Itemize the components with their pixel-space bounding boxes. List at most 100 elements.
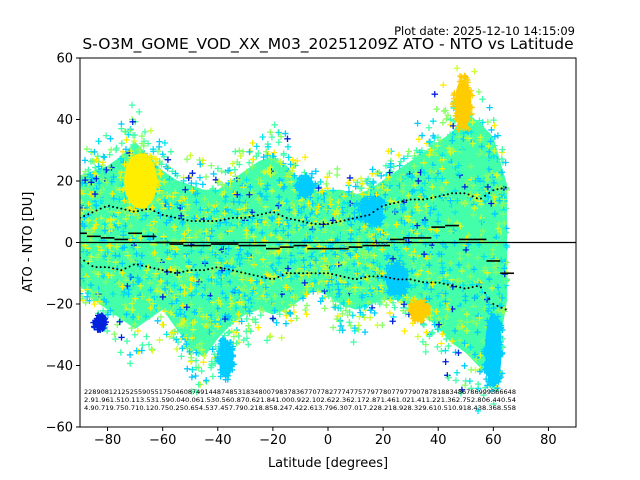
scatter-point — [150, 301, 158, 309]
scatter-point — [243, 335, 251, 342]
scatter-point — [126, 273, 134, 280]
scatter-point — [266, 297, 274, 304]
scatter-point — [497, 252, 504, 259]
scatter-point — [412, 261, 420, 269]
scatter-point — [280, 227, 287, 234]
scatter-point — [471, 204, 478, 212]
scatter-point — [280, 183, 288, 191]
scatter-point — [347, 221, 355, 229]
scatter-point — [376, 232, 383, 240]
scatter-point — [489, 192, 496, 199]
std-lower-marker — [83, 259, 86, 262]
scatter-point — [476, 314, 483, 322]
scatter-point — [472, 298, 480, 305]
std-lower-marker — [384, 275, 387, 278]
scatter-point — [81, 222, 88, 230]
scatter-point — [284, 232, 292, 239]
scatter-point — [146, 236, 154, 243]
scatter-point — [225, 329, 232, 337]
scatter-point — [334, 165, 341, 173]
scatter-point — [479, 293, 487, 301]
scatter-point — [223, 349, 230, 356]
scatter-point — [385, 148, 392, 155]
scatter-point — [177, 212, 185, 219]
scatter-point — [224, 376, 231, 383]
scatter-point — [81, 201, 89, 208]
scatter-point — [201, 258, 209, 265]
scatter-point — [157, 212, 164, 220]
std-upper-marker — [107, 204, 110, 207]
scatter-point — [335, 290, 343, 298]
scatter-point — [297, 185, 304, 192]
scatter-point — [112, 258, 119, 266]
scatter-point — [404, 268, 411, 275]
scatter-point — [366, 182, 374, 189]
stats-row: 4.90.719.750.710.120.750.250.654.537.457… — [84, 405, 516, 412]
scatter-point — [235, 310, 242, 318]
scatter-point — [323, 206, 330, 213]
scatter-point — [255, 206, 262, 214]
scatter-point — [477, 334, 484, 342]
scatter-point — [455, 325, 463, 332]
scatter-point — [121, 197, 128, 204]
scatter-point — [260, 301, 268, 309]
scatter-point — [237, 152, 244, 160]
std-lower-marker — [248, 273, 251, 276]
scatter-point — [246, 148, 253, 156]
scatter-point — [409, 310, 416, 317]
scatter-point — [154, 221, 162, 228]
scatter-point — [420, 250, 428, 258]
scatter-point — [494, 225, 502, 232]
scatter-point — [408, 174, 416, 181]
scatter-point — [91, 300, 98, 308]
scatter-point — [411, 154, 419, 162]
scatter-point — [187, 285, 194, 293]
y-tick-label: −60 — [46, 421, 73, 436]
scatter-point — [279, 200, 287, 207]
scatter-point — [333, 315, 341, 323]
scatter-point — [469, 118, 476, 126]
std-upper-marker — [236, 216, 239, 219]
scatter-point — [282, 130, 289, 137]
scatter-point — [212, 200, 220, 207]
scatter-point — [284, 135, 291, 143]
scatter-point — [131, 131, 139, 139]
scatter-point — [378, 188, 386, 196]
scatter-point — [197, 161, 204, 168]
scatter-point — [463, 82, 470, 89]
scatter-point — [88, 174, 96, 181]
scatter-point — [112, 335, 119, 343]
scatter-point — [229, 184, 237, 191]
scatter-point — [327, 233, 334, 240]
scatter-point — [86, 207, 94, 215]
scatter-point — [369, 166, 376, 173]
scatter-point — [323, 271, 330, 278]
scatter-point — [274, 157, 281, 165]
scatter-point — [93, 175, 100, 182]
scatter-point — [475, 88, 483, 96]
scatter-point — [450, 103, 457, 110]
std-lower-marker — [298, 272, 301, 275]
chart-title: S-O3M_GOME_VOD_XX_M03_20251209Z ATO - NT… — [82, 35, 573, 54]
scatter-point — [490, 361, 497, 368]
x-tick-label: 20 — [375, 433, 392, 448]
scatter-point — [271, 121, 278, 129]
scatter-point — [381, 295, 388, 302]
scatter-point — [169, 168, 176, 175]
scatter-point — [354, 235, 362, 242]
scatter-point — [498, 294, 506, 302]
scatter-point — [497, 339, 504, 346]
std-lower-marker — [95, 266, 98, 269]
std-upper-marker — [479, 197, 482, 200]
scatter-point — [437, 274, 445, 281]
scatter-point — [453, 65, 461, 72]
scatter-point — [433, 227, 441, 234]
scatter-point — [100, 322, 107, 329]
std-lower-marker — [479, 286, 482, 289]
scatter-point — [464, 105, 471, 112]
scatter-point — [122, 248, 129, 255]
scatter-point — [129, 306, 136, 314]
scatter-point — [93, 156, 100, 163]
scatter-point — [355, 242, 362, 250]
std-lower-marker — [451, 284, 453, 287]
